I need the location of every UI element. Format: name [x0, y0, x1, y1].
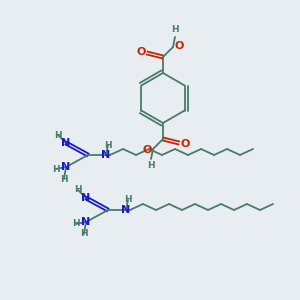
Text: N: N	[61, 138, 70, 148]
Text: N: N	[81, 193, 91, 203]
Text: H: H	[104, 140, 112, 149]
Text: H: H	[171, 26, 179, 34]
Text: O: O	[174, 41, 184, 51]
Text: O: O	[136, 47, 146, 57]
Text: O: O	[180, 139, 190, 149]
Text: N: N	[81, 217, 91, 227]
Text: H: H	[52, 164, 60, 173]
Text: H: H	[147, 161, 155, 170]
Text: H: H	[60, 175, 68, 184]
Text: H: H	[74, 185, 82, 194]
Text: H: H	[54, 130, 62, 140]
Text: N: N	[61, 162, 70, 172]
Text: H: H	[72, 220, 80, 229]
Text: N: N	[122, 205, 130, 215]
Text: H: H	[80, 230, 88, 238]
Text: O: O	[142, 145, 152, 155]
Text: N: N	[101, 150, 111, 160]
Text: H: H	[124, 196, 132, 205]
